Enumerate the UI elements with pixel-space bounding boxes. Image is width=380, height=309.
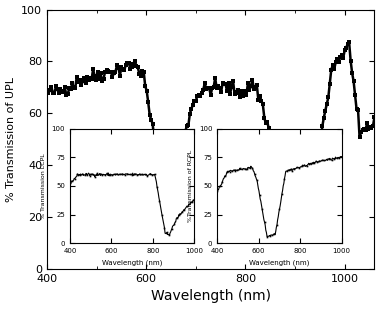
Y-axis label: % Transmission of UPL: % Transmission of UPL xyxy=(6,77,16,202)
X-axis label: Wavelength (nm): Wavelength (nm) xyxy=(151,290,271,303)
